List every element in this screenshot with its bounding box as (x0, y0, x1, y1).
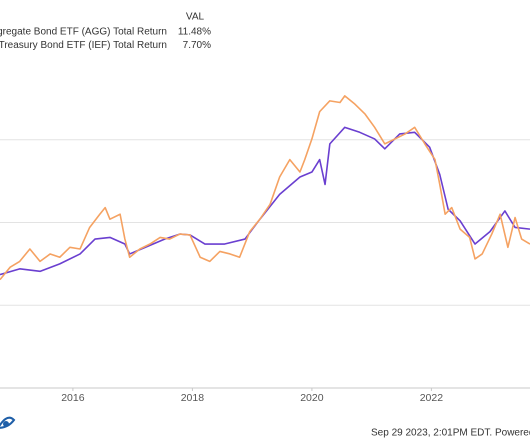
legend-header: VAL (186, 12, 205, 23)
x-tick-label: 2018 (181, 392, 205, 404)
logo (0, 416, 16, 429)
logo-swoosh (0, 416, 16, 429)
series-line (0, 126, 530, 276)
x-tick-label: 2016 (61, 392, 85, 404)
grid (0, 139, 530, 389)
legend-value: 11.48% (178, 27, 211, 38)
logo-dot (3, 421, 9, 427)
footer: Sep 29 2023, 2:01PM EDT. Powered by (371, 428, 530, 439)
series-line (0, 95, 530, 281)
plot-lines (0, 95, 530, 281)
x-tick-label: 2020 (300, 392, 324, 404)
legend-name: ore US Aggregate Bond ETF (AGG) Total Re… (0, 27, 167, 38)
x-tick-label: 2022 (420, 392, 444, 404)
x-axis: 2016 2018 2020 2022 (61, 388, 443, 404)
legend-value: 7.70% (183, 40, 211, 51)
legend: VAL ore US Aggregate Bond ETF (AGG) Tota… (0, 12, 211, 52)
legend-name: 10 Year Treasury Bond ETF (IEF) Total Re… (0, 40, 167, 51)
